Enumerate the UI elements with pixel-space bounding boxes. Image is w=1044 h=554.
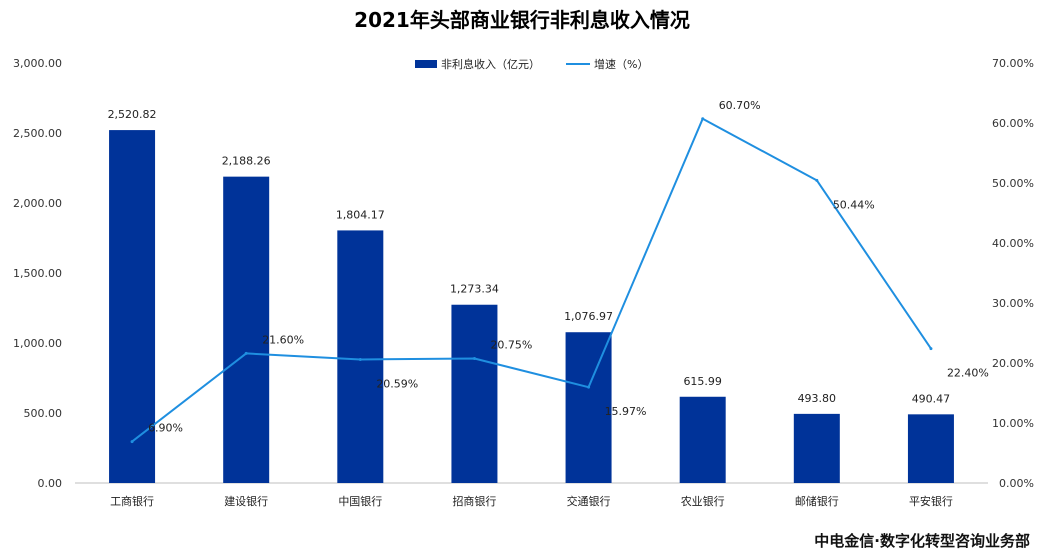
y-right-tick-label: 10.00% [992,417,1034,430]
line-point [929,347,933,351]
line-point [587,385,591,389]
y-left-tick-label: 3,000.00 [13,57,62,70]
line-point [244,351,248,355]
y-right-tick-label: 40.00% [992,237,1034,250]
line-point [130,440,134,444]
bar-data-label: 2,188.26 [222,155,271,168]
line-data-label: 50.44% [833,198,875,211]
x-tick-label: 交通银行 [567,494,611,508]
y-right-tick-label: 0.00% [999,477,1034,490]
y-right-tick-label: 70.00% [992,57,1034,70]
bar-data-label: 1,804.17 [336,208,385,221]
bar [793,413,840,483]
x-tick-label: 工商银行 [110,494,154,508]
line-data-label: 20.75% [490,339,532,352]
bar-data-label: 1,273.34 [450,283,499,296]
line-data-label: 22.40% [947,367,989,380]
line-data-label: 6.90% [148,422,183,435]
x-tick-label: 邮储银行 [795,494,839,508]
bar-data-label: 490.47 [912,392,951,405]
legend: 非利息收入（亿元） 增速（%） [415,57,648,71]
line-point [358,357,362,361]
bar-data-label: 615.99 [683,375,722,388]
line-point [815,178,819,182]
y-left-tick-label: 500.00 [24,407,63,420]
bar [679,396,726,483]
line-point [472,357,476,360]
chart-title: 2021年头部商业银行非利息收入情况 [354,8,690,32]
line-data-label: 15.97% [605,405,647,418]
bar [451,304,498,483]
x-tick-label: 中国银行 [338,494,382,508]
bar-data-label: 2,520.82 [108,108,157,121]
growth-line [131,117,932,443]
y-left-tick-label: 2,500.00 [13,127,62,140]
line-data-label: 60.70% [719,99,761,112]
bar-series: 2,520.82 2,188.26 1,804.17 1,273.34 1,076.97… [108,108,954,483]
bar [337,230,384,483]
y-left-tick-label: 1,000.00 [13,337,62,350]
line-series-group: 6.90% 21.60% 20.59% 20.75% 15.97% 60.70% 50.44… [130,99,989,444]
y-left-tick-label: 2,000.00 [13,197,62,210]
bar [109,130,156,483]
legend-swatch-bar [415,60,437,68]
line-data-label: 20.59% [376,377,418,390]
bar-data-label: 1,076.97 [564,310,613,323]
legend-label-bar: 非利息收入（亿元） [441,57,540,71]
bar [565,332,612,483]
source-credit: 中电金信·数字化转型咨询业务部 [814,532,1030,550]
x-tick-label: 建设银行 [224,494,268,508]
y-right-tick-label: 60.00% [992,117,1034,130]
x-tick-label: 农业银行 [681,494,725,508]
y-axis-left: 0.00 500.00 1,000.00 1,500.00 2,000.00 2,500.… [13,57,62,490]
y-left-tick-label: 1,500.00 [13,267,62,280]
y-axis-right: 0.00% 10.00% 20.00% 30.00% 40.00% 50.00% 60.00… [992,57,1034,490]
y-right-tick-label: 30.00% [992,297,1034,310]
legend-label-line: 增速（%） [594,57,648,71]
line-point [701,117,705,121]
x-tick-label: 招商银行 [452,494,496,508]
y-left-tick-label: 0.00 [38,477,63,490]
line-data-label: 21.60% [262,333,304,346]
x-tick-label: 平安银行 [909,494,953,508]
bar [223,176,270,483]
bar [907,414,954,483]
y-right-tick-label: 20.00% [992,357,1034,370]
y-right-tick-label: 50.00% [992,177,1034,190]
bar-data-label: 493.80 [798,392,837,405]
x-axis-categories: 工商银行 建设银行 中国银行 招商银行 交通银行 农业银行 邮储银行 平安银行 [110,494,953,508]
